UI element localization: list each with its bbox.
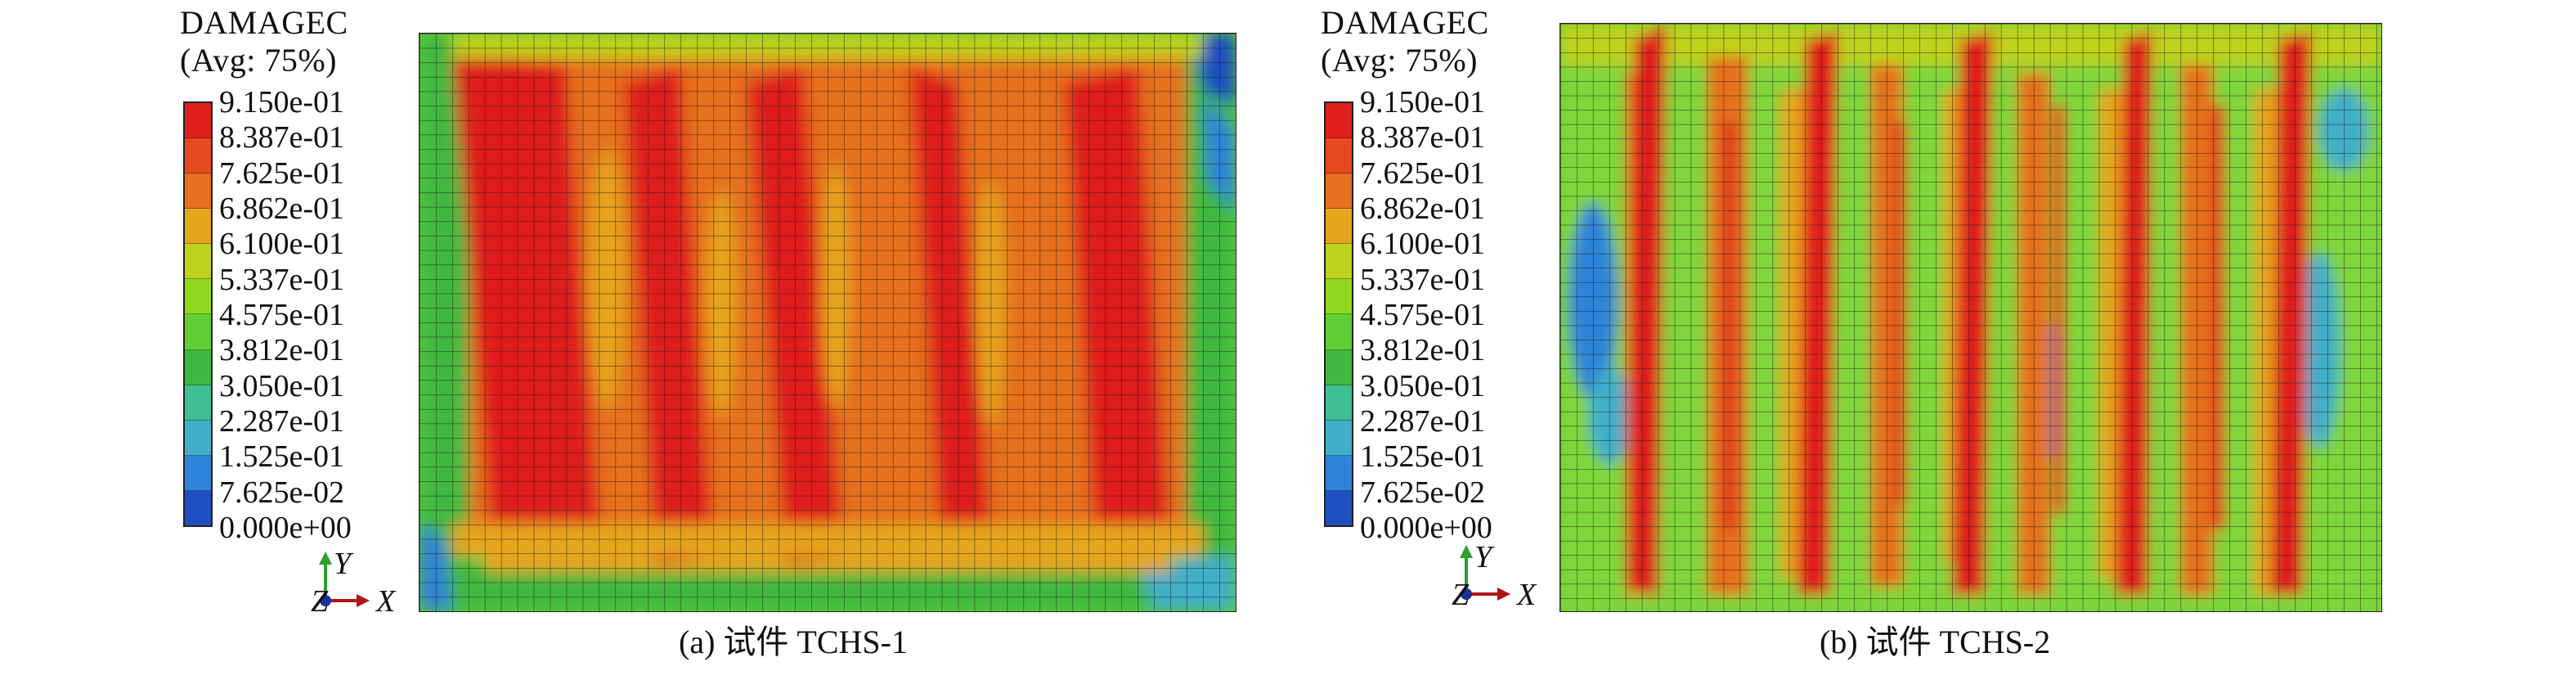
legend-swatch <box>185 314 211 350</box>
legend-swatch <box>185 349 211 385</box>
axis-x-label: X <box>376 584 396 619</box>
damage-contour-plot <box>419 33 1236 612</box>
legend-swatch <box>1326 103 1352 139</box>
axis-y-label: Y <box>1474 540 1492 574</box>
legend-swatch <box>185 138 211 174</box>
legend-labels: 9.150e-01 8.387e-01 7.625e-01 6.862e-01 6.10… <box>1360 85 1540 544</box>
legend-value: 5.337e-01 <box>219 262 345 297</box>
legend-swatch <box>185 420 211 456</box>
legend-swatch <box>1326 209 1352 245</box>
legend-swatch <box>185 173 211 209</box>
legend-value: 3.812e-01 <box>219 333 345 368</box>
legend-value: 5.337e-01 <box>1360 262 1486 297</box>
legend-swatch <box>1326 385 1352 421</box>
legend-value: 0.000e+00 <box>219 511 352 545</box>
legend-value: 8.387e-01 <box>219 120 345 155</box>
legend-value: 7.625e-02 <box>219 475 345 510</box>
axis-x-label: X <box>1517 578 1537 612</box>
legend-value: 1.525e-01 <box>1360 439 1486 475</box>
legend-value: 1.525e-01 <box>219 439 345 475</box>
legend-swatch <box>1326 173 1352 209</box>
legend-value: 9.150e-01 <box>219 85 345 119</box>
contour-image <box>1560 24 2381 611</box>
legend-swatch <box>1326 349 1352 385</box>
color-legend-bar <box>1324 101 1353 527</box>
axis-triad: Y X Z <box>1450 540 1564 612</box>
legend-swatch <box>1326 455 1352 491</box>
legend-value: 2.287e-01 <box>1360 404 1486 439</box>
legend-value: 9.150e-01 <box>1360 85 1486 119</box>
legend-swatch <box>185 455 211 491</box>
axis-y-label: Y <box>334 547 352 581</box>
legend-swatch <box>185 279 211 315</box>
legend-value: 0.000e+00 <box>1360 511 1492 545</box>
damage-contour-plot <box>1560 23 2382 612</box>
legend-swatch <box>185 103 211 139</box>
legend-value: 4.575e-01 <box>219 298 345 332</box>
legend-swatch <box>185 385 211 421</box>
legend-swatch <box>1326 490 1352 525</box>
legend-value: 3.050e-01 <box>219 368 345 403</box>
axis-z-label: Z <box>1452 578 1470 612</box>
legend-swatch <box>185 209 211 245</box>
legend-swatch <box>1326 279 1352 315</box>
contour-image <box>420 34 1236 611</box>
legend-value: 7.625e-01 <box>219 155 345 191</box>
color-legend-bar <box>183 101 213 527</box>
legend-value: 2.287e-01 <box>219 404 345 439</box>
legend-value: 7.625e-01 <box>1360 155 1486 191</box>
legend-value: 3.050e-01 <box>1360 368 1486 403</box>
legend-value: 8.387e-01 <box>1360 120 1486 155</box>
legend-title: DAMAGEC <box>1321 4 1489 41</box>
legend-value: 6.862e-01 <box>219 191 345 226</box>
legend-swatch <box>185 490 211 525</box>
legend-subtitle: (Avg: 75%) <box>180 42 337 79</box>
legend-title: DAMAGEC <box>180 4 348 41</box>
axis-triad: Y X Z <box>309 547 424 619</box>
legend-value: 4.575e-01 <box>1360 298 1486 332</box>
panel-a: DAMAGEC (Avg: 75%) 9.150e-01 8.387e-01 7.6… <box>180 4 1236 660</box>
legend-swatch <box>1326 314 1352 350</box>
legend-value: 6.100e-01 <box>1360 227 1486 262</box>
legend-labels: 9.150e-01 8.387e-01 7.625e-01 6.862e-01 6.10… <box>219 85 399 544</box>
legend-value: 6.862e-01 <box>1360 191 1486 226</box>
figure-caption: (a) 试件 TCHS-1 <box>679 624 908 660</box>
legend-swatch <box>185 244 211 280</box>
axis-triad-arrows <box>1460 545 1510 601</box>
axis-z-label: Z <box>311 584 329 619</box>
legend-subtitle: (Avg: 75%) <box>1321 42 1478 79</box>
axis-triad-arrows <box>319 552 370 607</box>
legend-value: 7.625e-02 <box>1360 475 1486 510</box>
legend-swatch <box>1326 420 1352 456</box>
legend-value: 3.812e-01 <box>1360 333 1486 368</box>
legend-swatch <box>1326 138 1352 174</box>
legend-swatch <box>1326 244 1352 280</box>
panel-b: DAMAGEC (Avg: 75%) 9.150e-01 8.387e-01 7.6… <box>1288 0 2576 680</box>
figure-caption: (b) 试件 TCHS-2 <box>1820 624 2051 660</box>
legend-value: 6.100e-01 <box>219 227 345 262</box>
